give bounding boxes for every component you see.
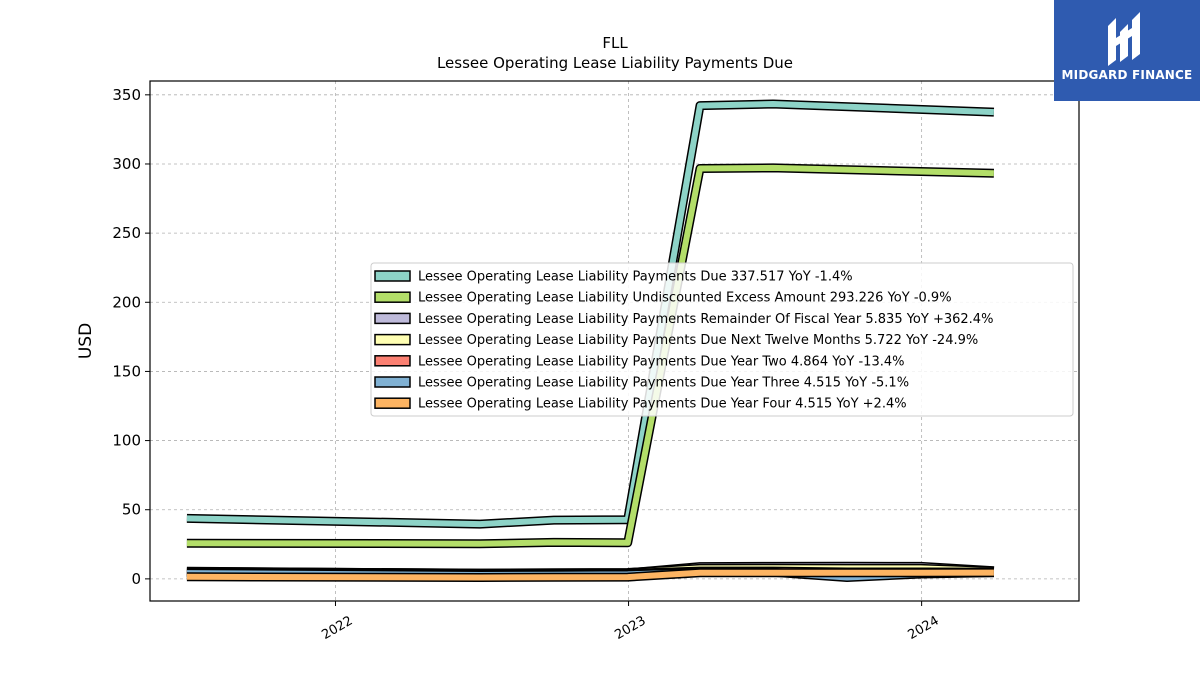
legend-swatch	[374, 376, 411, 388]
y-tick-label: 350	[112, 86, 141, 104]
chart-subtitle: Lessee Operating Lease Liability Payment…	[437, 54, 793, 72]
legend-label: Lessee Operating Lease Liability Payment…	[418, 270, 853, 285]
y-axis-label: USD	[76, 323, 96, 359]
legend-label: Lessee Operating Lease Liability Payment…	[418, 354, 904, 369]
chart-title: FLL	[602, 34, 628, 52]
legend-swatch	[374, 355, 411, 367]
y-tick-label: 100	[112, 432, 141, 450]
plot-frame	[149, 80, 1080, 602]
brand-logo: MIDGARD FINANCE	[1054, 0, 1200, 101]
legend-swatch	[374, 270, 411, 282]
y-tick-label: 250	[112, 224, 141, 242]
brand-name: MIDGARD FINANCE	[1061, 68, 1193, 82]
y-tick-label: 300	[112, 155, 141, 173]
legend-label: Lessee Operating Lease Liability Payment…	[418, 376, 909, 391]
legend-box	[370, 262, 1074, 417]
legend-swatch	[374, 291, 411, 303]
x-tick-label: 2022	[319, 613, 355, 643]
y-tick-label: 150	[112, 362, 141, 380]
y-tick-label: 50	[122, 501, 141, 519]
series-group	[186, 99, 995, 582]
y-tick-label: 200	[112, 293, 141, 311]
legend-swatch	[374, 397, 411, 409]
legend-label: Lessee Operating Lease Liability Payment…	[418, 312, 993, 327]
y-tick-label: 0	[131, 570, 141, 588]
legend-label: Lessee Operating Lease Liability Undisco…	[418, 291, 952, 306]
series-line-6	[186, 569, 994, 581]
x-ticks: 2022 2023 2024	[319, 601, 942, 643]
y-ticks: 0 50 100 150 200 250 300 350	[112, 86, 150, 588]
legend-swatch	[374, 333, 411, 346]
x-tick-label: 2023	[612, 613, 648, 643]
x-tick-label: 2024	[905, 613, 941, 643]
series-line-1	[186, 164, 994, 547]
legend: Lessee Operating Lease Liability Payment…	[370, 262, 1074, 417]
midgard-m-icon	[1108, 12, 1140, 66]
legend-swatch	[374, 312, 411, 325]
legend-label: Lessee Operating Lease Liability Payment…	[418, 397, 907, 412]
legend-label: Lessee Operating Lease Liability Payment…	[418, 333, 978, 348]
